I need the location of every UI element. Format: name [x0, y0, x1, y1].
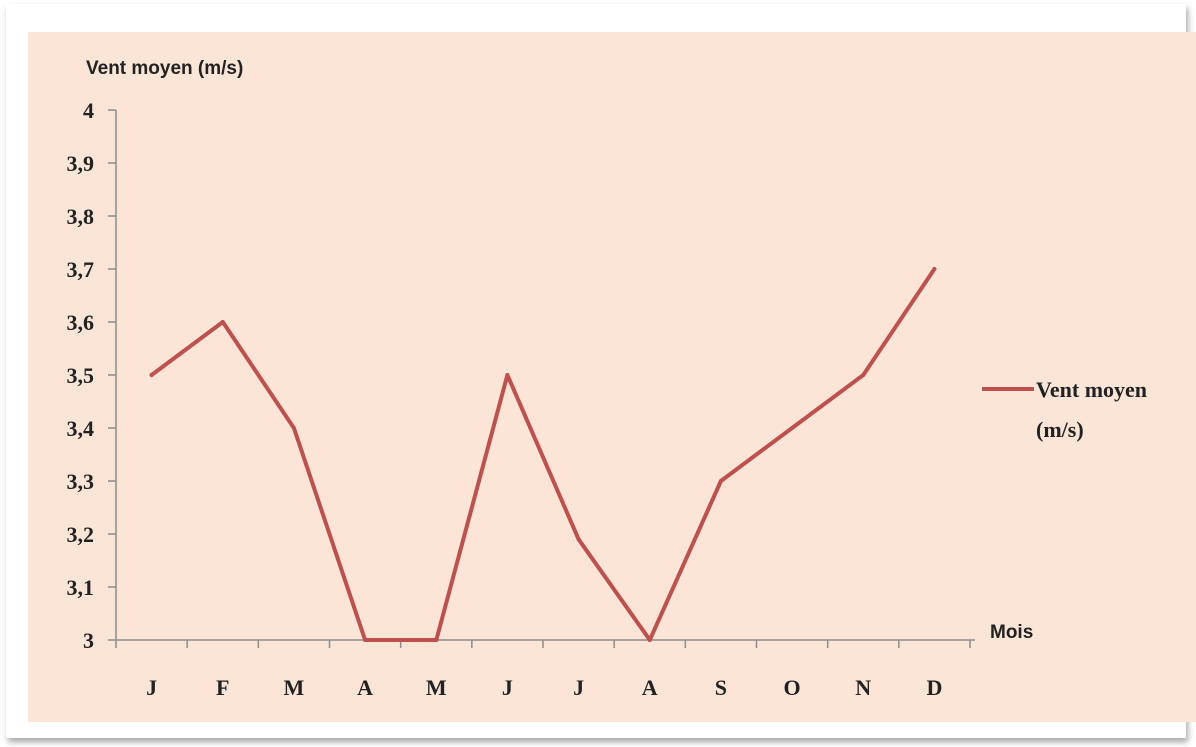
y-tick-label: 3,8: [67, 204, 95, 229]
y-tick-label: 3,7: [67, 257, 95, 282]
y-tick-label: 3,4: [67, 416, 95, 441]
y-tick-label: 3,6: [67, 310, 95, 335]
y-tick-label: 4: [83, 98, 94, 123]
x-tick-label: F: [216, 675, 229, 700]
legend-label: (m/s): [1036, 417, 1084, 442]
x-tick-label: O: [784, 675, 801, 700]
x-tick-label: D: [926, 675, 942, 700]
x-tick-label: A: [357, 675, 373, 700]
x-tick-label: J: [573, 675, 584, 700]
x-tick-label: J: [146, 675, 157, 700]
x-tick-label: A: [642, 675, 658, 700]
data-point: [434, 638, 439, 642]
series-marks: [149, 267, 937, 642]
legend: Vent moyen (m/s): [982, 377, 1147, 442]
data-point: [647, 638, 652, 642]
x-tick-label: N: [855, 675, 871, 700]
y-tick-label: 3,9: [67, 151, 95, 176]
series-line: [149, 267, 937, 642]
y-tick-label: 3: [83, 628, 94, 653]
y-tick-label: 3,3: [67, 469, 95, 494]
x-tick-label: J: [502, 675, 513, 700]
y-tick-label: 3,5: [67, 363, 95, 388]
chart-plot-area: [28, 32, 1196, 722]
data-point: [790, 426, 795, 430]
data-point: [576, 537, 581, 542]
data-point: [220, 320, 225, 324]
data-point: [149, 373, 154, 377]
x-tick-label: S: [715, 675, 727, 700]
data-point: [718, 479, 723, 483]
data-point: [363, 638, 368, 642]
x-tick-label: M: [284, 675, 305, 700]
legend-label: Vent moyen: [1036, 377, 1147, 402]
x-tick-label: M: [426, 675, 447, 700]
y-axis-title: Vent moyen (m/s): [86, 58, 243, 79]
y-tick-label: 3,1: [67, 575, 95, 600]
data-point: [932, 267, 937, 271]
axes: 3 3,1 3,2 3,3 3,4 3,5 3,6 3,7 3,8 3,9 4 J F M A M J J A S O N…: [67, 98, 975, 700]
data-point: [291, 426, 296, 430]
y-tick-label: 3,2: [67, 522, 95, 547]
x-axis-title: Mois: [990, 622, 1033, 643]
data-point: [861, 373, 866, 377]
data-point: [505, 373, 510, 377]
